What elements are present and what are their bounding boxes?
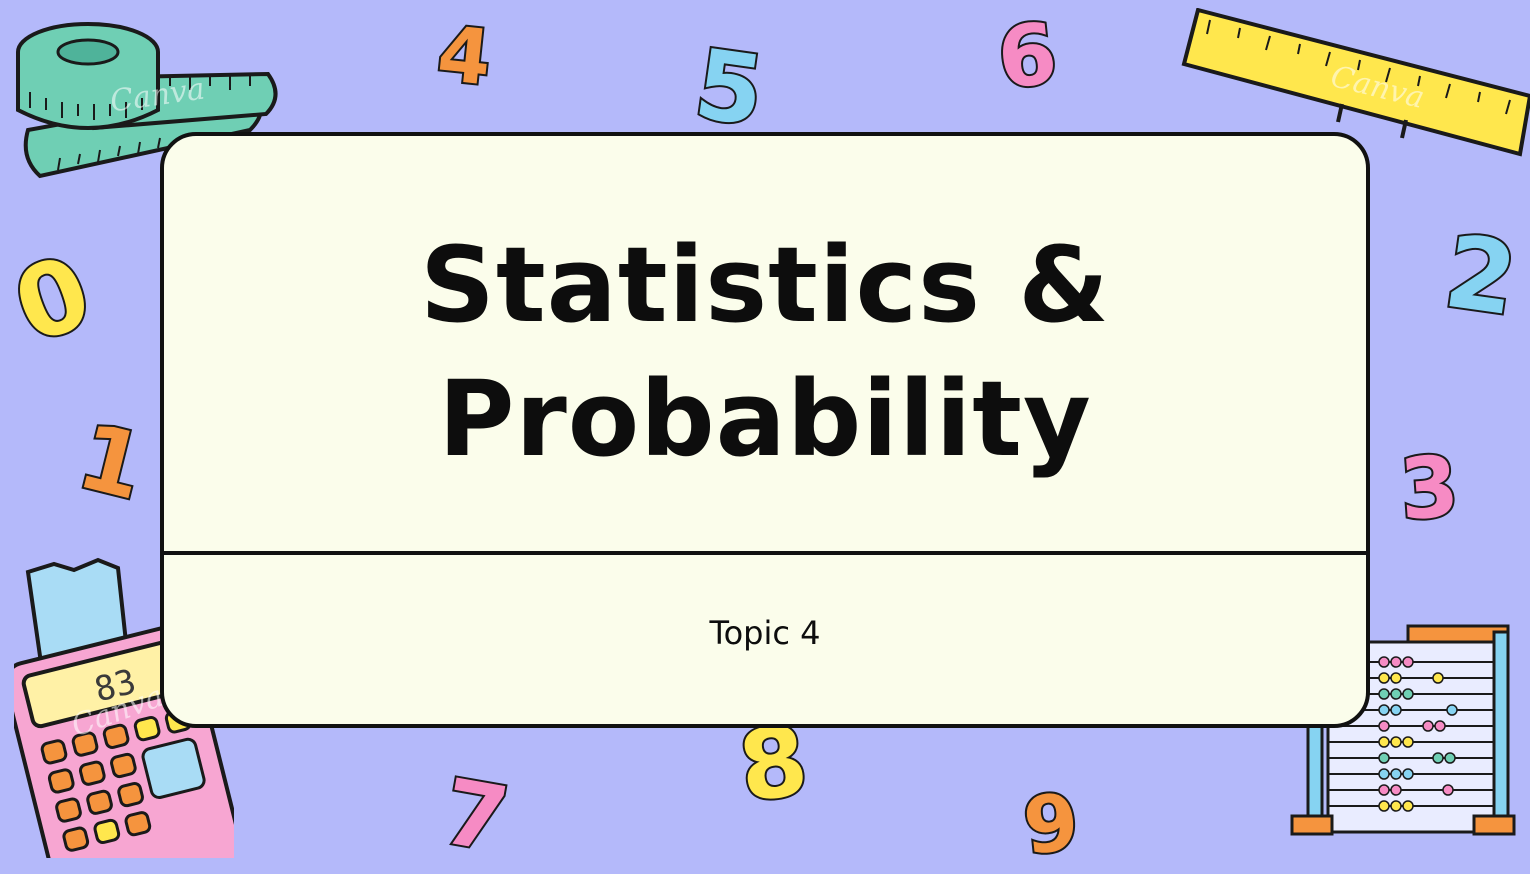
slide-subtitle: Topic 4 — [709, 614, 821, 652]
slide-title: Statistics & Probability — [164, 218, 1366, 486]
digit-4: 4 — [432, 6, 498, 104]
calculator-display: 83 — [91, 662, 140, 711]
digit-3: 3 — [1395, 435, 1464, 541]
digit-1: 1 — [66, 402, 156, 523]
card-divider — [164, 551, 1366, 555]
measuring-tape-icon — [16, 22, 278, 179]
title-card: Statistics & Probability Topic 4 — [160, 132, 1370, 728]
digit-2: 2 — [1436, 211, 1525, 341]
ruler-icon — [1181, 8, 1530, 157]
digit-0: 0 — [0, 231, 107, 369]
slide-title-line-1: Statistics & — [420, 224, 1110, 346]
digit-5: 5 — [687, 26, 773, 150]
digit-9: 9 — [1017, 775, 1084, 874]
slide-title-line-2: Probability — [438, 358, 1092, 480]
digit-7: 7 — [433, 757, 517, 874]
abacus-icon — [1290, 624, 1516, 836]
digit-6: 6 — [991, 2, 1063, 110]
